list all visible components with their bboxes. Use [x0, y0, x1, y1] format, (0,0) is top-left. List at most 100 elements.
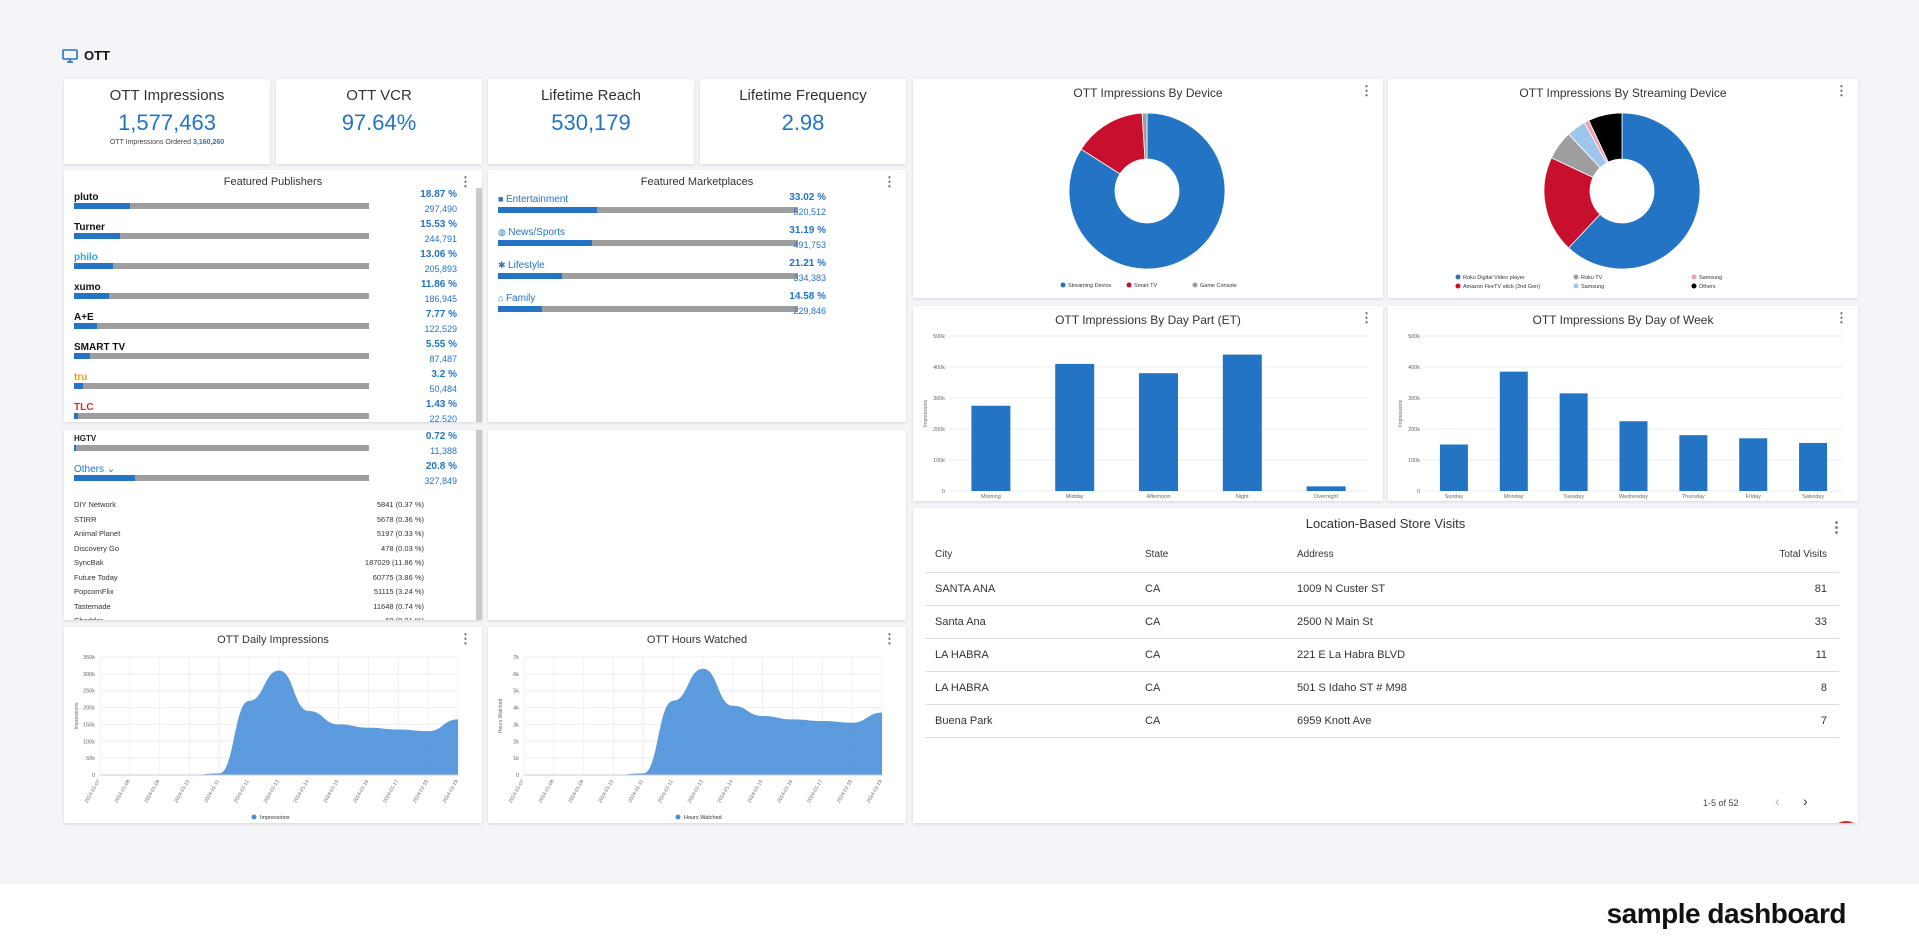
- marketplace-row[interactable]: ⌂ Family 14.58 % 229,846: [498, 291, 826, 325]
- more-menu-icon[interactable]: ⋮: [1360, 83, 1373, 98]
- more-menu-icon[interactable]: ⋮: [1835, 310, 1848, 325]
- column-header-state[interactable]: State: [1135, 538, 1287, 573]
- y-axis-label: Impressions: [1398, 400, 1404, 427]
- x-tick-label: 2024-01-19: [866, 779, 884, 804]
- scrollbar[interactable]: [476, 430, 482, 620]
- marketplace-bar-fill: [498, 240, 592, 246]
- y-axis-label: Impressions: [923, 400, 929, 427]
- publisher-bar-fill: [74, 293, 109, 299]
- publisher-bar-fill: [74, 263, 113, 269]
- others-label: Others: [74, 464, 105, 475]
- publisher-pct: 1.43 %: [425, 399, 457, 410]
- publisher-pct: 5.55 %: [425, 339, 457, 350]
- x-tick-label: 2024-01-18: [836, 779, 854, 804]
- x-tick-label: 2024-01-19: [442, 779, 460, 804]
- kpi-value: 2.98: [781, 110, 825, 135]
- column-header-address[interactable]: Address: [1287, 538, 1637, 573]
- y-tick-label: 4k: [513, 706, 519, 712]
- card-title: Location-Based Store Visits: [1305, 516, 1466, 531]
- x-tick-label: Wednesday: [1619, 494, 1648, 500]
- x-tick-label: Overnight: [1314, 494, 1338, 500]
- cell-address: 501 S Idaho ST # M98: [1287, 671, 1637, 705]
- x-tick-label: Sunday: [1445, 494, 1464, 500]
- column-header-city[interactable]: City: [925, 538, 1135, 573]
- x-tick-label: 2024-01-12: [233, 779, 251, 804]
- donut-slice: [1543, 157, 1601, 249]
- publisher-count: 244,791: [424, 234, 457, 244]
- more-menu-icon[interactable]: ⋮: [1835, 83, 1848, 98]
- table-row[interactable]: Santa Ana CA 2500 N Main St 33: [925, 605, 1839, 639]
- marketplace-count: 491,753: [793, 240, 826, 250]
- kpi-value: 1,577,463: [118, 110, 216, 135]
- legend-label: Samsung: [1581, 284, 1604, 290]
- more-menu-icon[interactable]: ⋮: [883, 174, 896, 189]
- impressions-by-day-part-card: OTT Impressions By Day Part (ET) ⋮ 0 100k…: [913, 306, 1383, 501]
- floating-action-button[interactable]: [1831, 821, 1858, 823]
- publisher-logo: A+E: [74, 312, 94, 323]
- more-menu-icon[interactable]: ⋮: [459, 174, 472, 189]
- y-tick-label: 500k: [1408, 334, 1420, 340]
- table-row[interactable]: LA HABRA CA 501 S Idaho ST # M98 8: [925, 671, 1839, 705]
- legend-dot: [1691, 283, 1697, 289]
- y-axis-label: Impressions: [74, 702, 80, 729]
- y-axis-label: Hours Watched: [498, 699, 504, 733]
- ott-hours-watched-card: OTT Hours Watched ⋮ 0 1k 2k 3k 4k 5k 6k 7k 2024-…: [488, 627, 906, 823]
- y-tick-label: 200k: [1408, 427, 1420, 433]
- x-tick-label: Thursday: [1682, 494, 1705, 500]
- marketplace-bar-fill: [498, 306, 542, 312]
- marketplace-label[interactable]: ◍ News/Sports: [498, 227, 565, 238]
- cell-city: SANTA ANA: [925, 572, 1135, 606]
- marketplace-row[interactable]: ✱ Lifestyle 21.21 % 334,383: [498, 258, 826, 292]
- more-menu-icon[interactable]: ⋮: [459, 631, 472, 646]
- marketplace-row[interactable]: ■ Entertainment 33.02 % 520,512: [498, 192, 826, 226]
- watermark-text: sample dashboard: [1606, 898, 1847, 929]
- more-menu-icon[interactable]: ⋮: [1360, 310, 1373, 325]
- bar: [1055, 363, 1095, 491]
- more-menu-icon[interactable]: ⋮: [1829, 519, 1844, 536]
- next-page-button[interactable]: ›: [1803, 793, 1808, 809]
- marketplace-name: Entertainment: [505, 194, 569, 205]
- marketplace-label[interactable]: ✱ Lifestyle: [498, 260, 545, 271]
- y-tick-label: 2k: [513, 739, 519, 745]
- legend-label: Roku TV: [1581, 275, 1603, 281]
- publisher-bar-fill: [74, 383, 84, 389]
- column-header-total-visits[interactable]: Total Visits: [1636, 538, 1839, 573]
- publisher-row-others[interactable]: Others ⌄ 20.8 % 327,849: [74, 461, 469, 494]
- marketplace-row[interactable]: ◍ News/Sports 31.19 % 491,753: [498, 225, 826, 259]
- publisher-logo: tru: [74, 372, 88, 383]
- x-tick-label: 2024-01-08: [114, 779, 132, 804]
- legend-label: Others: [1699, 284, 1716, 290]
- scrollbar[interactable]: [476, 188, 482, 422]
- x-tick-label: Midday: [1066, 494, 1084, 500]
- kpi-card-ott-vcr: OTT VCR 97.64%: [276, 79, 482, 164]
- kpi-card-lifetime-reach: Lifetime Reach 530,179: [488, 79, 694, 164]
- marketplace-label[interactable]: ⌂ Family: [498, 293, 535, 304]
- other-publisher-row: STIRR 5678 (0.36 %): [74, 515, 424, 529]
- legend-dot: [1126, 282, 1132, 288]
- kpi-label: OTT Impressions: [109, 87, 225, 104]
- others-toggle[interactable]: Others ⌄: [74, 464, 115, 475]
- day-of-week-bar-chart: 0 100k 200k 300k 400k 500k Sunday Monday Tuesday…: [1398, 334, 1843, 500]
- donut-slice: [1588, 112, 1623, 163]
- marketplace-pct: 21.21 %: [789, 258, 826, 269]
- publisher-bar-fill: [74, 413, 79, 419]
- marketplace-label[interactable]: ■ Entertainment: [498, 194, 568, 205]
- x-tick-label: 2024-01-15: [746, 779, 764, 804]
- publisher-count: 205,893: [424, 264, 457, 274]
- previous-page-button[interactable]: ‹: [1775, 793, 1780, 809]
- featured-publishers-card: Featured Publishers ⋮ pluto 18.87 % 297,49…: [64, 170, 482, 422]
- kpi-label: Lifetime Frequency: [739, 87, 867, 104]
- cell-state: CA: [1135, 605, 1287, 639]
- x-tick-label: 2024-01-17: [806, 779, 824, 804]
- x-tick-label: 2024-01-12: [657, 779, 675, 804]
- table-row[interactable]: LA HABRA CA 221 E La Habra BLVD 11: [925, 638, 1839, 672]
- table-row[interactable]: SANTA ANA CA 1009 N Custer ST 81: [925, 572, 1839, 606]
- sparkle-icon: ✱: [498, 260, 509, 270]
- publisher-bar: [74, 323, 369, 329]
- cell-state: CA: [1135, 671, 1287, 705]
- x-tick-label: Morning: [981, 494, 1001, 500]
- y-tick-label: 0: [942, 489, 945, 495]
- other-publisher-row: Animal Planet 5197 (0.33 %): [74, 529, 424, 543]
- table-row[interactable]: Buena Park CA 6959 Knott Ave 7: [925, 704, 1839, 738]
- more-menu-icon[interactable]: ⋮: [883, 631, 896, 646]
